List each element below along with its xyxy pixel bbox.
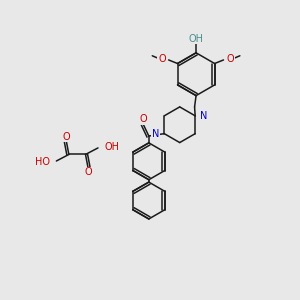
Text: O: O [84, 167, 92, 177]
Text: O: O [139, 114, 147, 124]
Text: OH: OH [189, 34, 204, 44]
Text: HO: HO [35, 157, 50, 167]
Text: O: O [63, 132, 70, 142]
Text: O: O [158, 54, 166, 64]
Text: OH: OH [104, 142, 119, 152]
Text: N: N [152, 129, 160, 139]
Text: N: N [200, 111, 207, 121]
Text: O: O [226, 54, 234, 64]
